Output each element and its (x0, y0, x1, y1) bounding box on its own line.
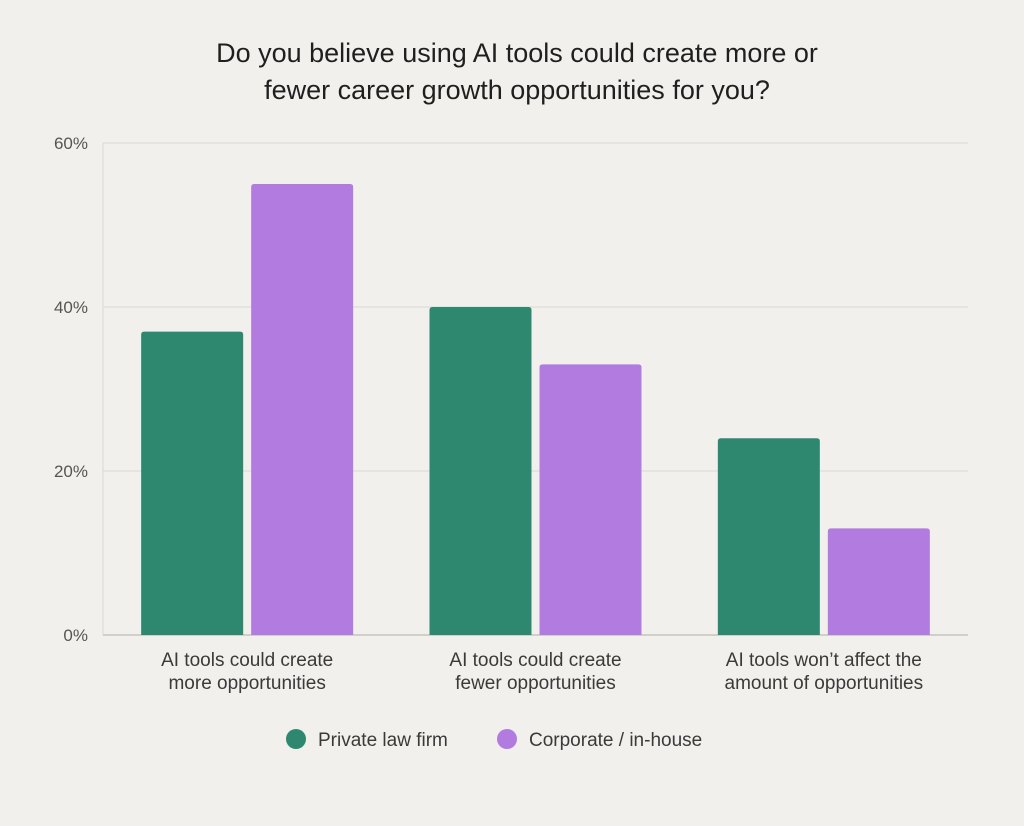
x-category-label: amount of opportunities (725, 673, 924, 694)
bar-private-law-firm-2 (429, 307, 532, 635)
gridlines (102, 142, 968, 636)
x-category-label: AI tools could create (449, 650, 621, 671)
x-category-label: more opportunities (168, 673, 325, 694)
bars (141, 184, 930, 635)
y-tick-label: 20% (54, 462, 88, 481)
x-category-label: AI tools could create (161, 650, 333, 671)
legend-swatch (286, 729, 306, 749)
y-tick-label: 40% (54, 298, 88, 317)
x-category-label: fewer opportunities (455, 673, 616, 694)
legend-label: Private law firm (318, 730, 448, 751)
y-tick-label: 0% (63, 626, 88, 645)
bar-corporate-in-house-3 (827, 528, 930, 635)
chart-title: Do you believe using AI tools could crea… (216, 38, 818, 105)
y-tick-label: 60% (54, 134, 88, 153)
x-category-label: AI tools won’t affect the (726, 650, 922, 671)
bar-private-law-firm-1 (141, 331, 244, 635)
y-axis: 0% 20% 40% 60% (54, 134, 88, 645)
chart-title-line-2: fewer career growth opportunities for yo… (264, 75, 770, 105)
bar-private-law-firm-3 (717, 438, 820, 635)
legend-label: Corporate / in-house (529, 730, 702, 751)
chart-title-line-1: Do you believe using AI tools could crea… (216, 38, 818, 68)
legend: Private law firm Corporate / in-house (286, 729, 702, 751)
legend-swatch (497, 729, 517, 749)
bar-corporate-in-house-2 (539, 364, 642, 635)
bar-corporate-in-house-1 (251, 184, 354, 635)
